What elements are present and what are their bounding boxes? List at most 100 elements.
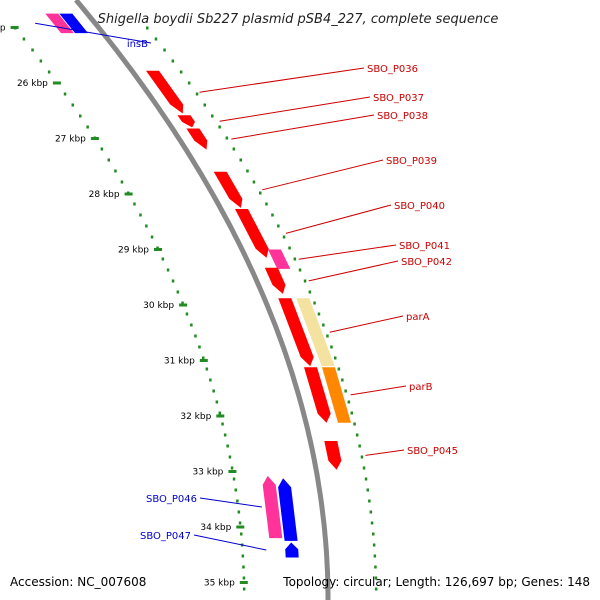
kbp-tick-label: 27 kbp (55, 135, 86, 145)
gene-label-parb[interactable]: parB (409, 382, 433, 393)
inner-ruler-dot (223, 433, 227, 437)
outer-ruler-dot (163, 48, 166, 52)
gene-sbo_p041[interactable] (268, 249, 291, 269)
gene-label-sbo_p036[interactable]: SBO_P036 (367, 64, 418, 75)
outer-ruler-dot (288, 246, 291, 250)
gene-sbo_p047[interactable] (285, 542, 299, 558)
outer-ruler-dot (211, 114, 214, 118)
outer-ruler-dot (373, 554, 377, 558)
outer-ruler-dot (341, 378, 344, 382)
gene-label-para[interactable]: parA (406, 312, 430, 323)
inner-ruler-dot (71, 103, 74, 107)
inner-ruler-dot (194, 334, 197, 338)
gene-yellow-10[interactable] (296, 298, 335, 367)
gene-sbo_p040[interactable] (235, 209, 269, 258)
outer-ruler-dot (369, 510, 373, 514)
kbp-tick-label: 35 kbp (204, 579, 235, 589)
inner-ruler-dot (171, 279, 175, 283)
inner-ruler-dot (133, 202, 136, 206)
outer-ruler-dot (146, 26, 149, 30)
kbp-tick-mark (228, 470, 237, 473)
inner-ruler-dot (236, 499, 239, 503)
inner-ruler-dot (176, 290, 180, 294)
gene-orange-12[interactable] (322, 367, 351, 423)
inner-ruler-dot (190, 323, 193, 327)
outer-ruler-dot (298, 268, 302, 272)
outer-ruler-dot (232, 147, 236, 151)
gene-label-sbo_p041[interactable]: SBO_P041 (399, 241, 450, 252)
outer-ruler-dot (355, 433, 359, 437)
gene-label-sbo_p047[interactable]: SBO_P047 (140, 531, 191, 542)
gene-sbo_p039[interactable] (213, 171, 243, 208)
outer-ruler-dot (374, 565, 377, 569)
inner-ruler-dot (202, 356, 205, 360)
gene-para[interactable] (278, 298, 314, 367)
gene-label-sbo_p042[interactable]: SBO_P042 (401, 257, 452, 268)
inner-ruler-dot (209, 378, 212, 382)
outer-ruler-dot (239, 158, 242, 162)
outer-ruler-dot (337, 367, 341, 371)
gene-sbo_p042[interactable] (264, 267, 286, 294)
gene-label-leader (350, 385, 407, 396)
outer-ruler-dot (347, 400, 351, 404)
kbp-tick-mark (236, 525, 245, 529)
outer-ruler-dot (218, 125, 221, 129)
gene-sbo_p045[interactable] (324, 441, 342, 470)
inner-ruler-dot (100, 147, 104, 151)
outer-ruler-dot (154, 37, 158, 41)
outer-ruler-dot (259, 191, 262, 195)
outer-ruler-dot (326, 334, 329, 338)
inner-ruler-dot (145, 224, 148, 228)
gene-insb[interactable] (59, 13, 88, 34)
kbp-tick-mark (199, 359, 208, 362)
gene-label-sbo_p038[interactable]: SBO_P038 (377, 111, 428, 122)
kbp-tick-label: 25 kbp (0, 24, 6, 34)
outer-ruler-dot (308, 290, 312, 294)
gene-label-leader (35, 22, 152, 44)
gene-sbo_p038[interactable] (186, 128, 208, 150)
kbp-tick-label: 34 kbp (200, 523, 231, 533)
inner-ruler-dot (237, 510, 241, 514)
gene-sbo_p036[interactable] (146, 70, 184, 114)
gene-blue-15[interactable] (278, 478, 298, 541)
gene-label-leader (298, 244, 397, 260)
inner-ruler-dot (238, 521, 242, 525)
gene-label-sbo_p039[interactable]: SBO_P039 (386, 156, 437, 167)
outer-ruler-dot (246, 169, 249, 173)
inner-ruler-dot (86, 125, 89, 129)
outer-ruler-dot (362, 466, 366, 470)
gene-label-leader (199, 497, 262, 508)
gene-label-leader (365, 449, 405, 456)
outer-ruler-dot (282, 235, 286, 239)
gene-label-insb[interactable]: insB (127, 39, 148, 50)
outer-ruler-dot (265, 202, 268, 206)
gene-sbo_p046[interactable] (262, 475, 283, 539)
kbp-tick-mark (216, 414, 225, 418)
inner-ruler-dot (79, 114, 82, 118)
gene-parb[interactable] (304, 367, 331, 423)
gene-label-sbo_p046[interactable]: SBO_P046 (146, 494, 197, 505)
gene-label-sbo_p045[interactable]: SBO_P045 (407, 446, 458, 457)
kbp-tick-label: 32 kbp (180, 412, 211, 422)
kbp-tick-mark (179, 303, 188, 307)
outer-ruler-dot (225, 136, 229, 140)
inner-ruler-dot (230, 466, 234, 470)
gene-label-leader (329, 315, 404, 333)
kbp-tick-layer: 25 kbp 26 kbp 27 kbp 28 kbp 29 kbp 30 kbp 31 k… (0, 24, 248, 589)
gene-label-sbo_p037[interactable]: SBO_P037 (373, 93, 424, 104)
gene-label-leader (262, 159, 384, 191)
gene-label-leader (308, 260, 399, 282)
kbp-tick-label: 28 kbp (89, 190, 120, 200)
gene-sbo_p037[interactable] (177, 115, 196, 128)
inner-ruler-dot (120, 180, 124, 184)
gene-label-sbo_p040[interactable]: SBO_P040 (394, 201, 445, 212)
accession-text: Accession: NC_007608 (10, 575, 146, 589)
inner-ruler-dot (218, 411, 221, 415)
topology-text: Topology: circular; Length: 126,697 bp; … (282, 575, 590, 589)
outer-ruler-dot (313, 301, 316, 305)
inner-ruler-dot (242, 565, 245, 569)
outer-ruler-dot (368, 499, 371, 503)
outer-ruler-dot (364, 477, 368, 481)
inner-ruler-dot (198, 345, 201, 349)
outer-ruler-dot (366, 488, 369, 492)
